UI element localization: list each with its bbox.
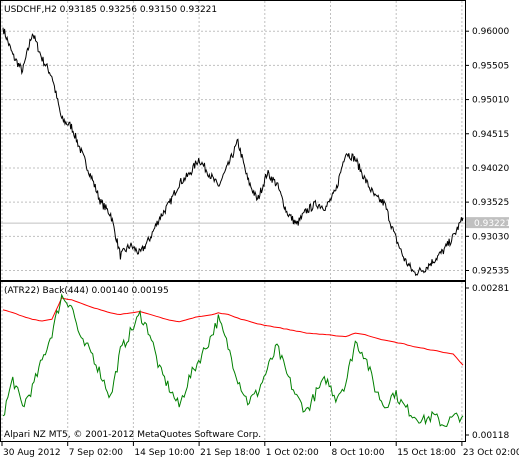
time-tick-label: 30 Aug 2012	[3, 448, 61, 458]
price-tick-label: 0.95010	[472, 96, 509, 106]
price-tick-label: 0.93030	[472, 232, 509, 242]
indicator-panel[interactable]	[0, 281, 466, 442]
indicator-axis: 0.00281 0.00118	[465, 284, 509, 441]
time-tick-label: 23 Oct 02:00	[463, 448, 519, 458]
price-tick-label: 0.94515	[472, 130, 509, 140]
time-tick-label: 21 Sep 18:00	[200, 448, 260, 458]
back444-series-line	[2, 297, 464, 366]
indicator-tick-label: 0.00118	[472, 431, 509, 441]
indicator-header: (ATR22) Back(444) 0.00140 0.00195	[4, 286, 169, 296]
price-tick-label: 0.95505	[472, 61, 509, 71]
time-tick-label: 7 Sep 02:00	[69, 448, 124, 458]
price-tick-label: 0.94020	[472, 164, 509, 174]
price-axis: 0.96000 0.95505 0.95010 0.94515 0.94020 0.935…	[465, 27, 509, 277]
time-tick-label: 8 Oct 10:00	[332, 448, 385, 458]
price-series-line	[2, 27, 464, 277]
main-chart-panel[interactable]	[0, 0, 466, 281]
svg-text:0.93221: 0.93221	[474, 219, 511, 229]
current-price-label: 0.93221	[466, 217, 511, 229]
indicator-grid	[1, 282, 463, 441]
time-tick-label: 1 Oct 02:00	[266, 448, 319, 458]
time-tick-label: 14 Sep 10:00	[134, 448, 194, 458]
price-tick-label: 0.93525	[472, 198, 509, 208]
price-tick-label: 0.92535	[472, 267, 509, 277]
indicator-tick-label: 0.00281	[472, 284, 509, 294]
time-axis: 30 Aug 2012 7 Sep 02:00 14 Sep 10:00 21 Sep…	[1, 441, 519, 458]
atr22-series-line	[2, 293, 464, 427]
main-grid	[1, 1, 465, 280]
main-chart-header: USDCHF,H2 0.93185 0.93256 0.93150 0.9322…	[4, 5, 217, 15]
price-tick-label: 0.96000	[472, 27, 509, 37]
time-tick-label: 15 Oct 18:00	[397, 448, 456, 458]
copyright-text: Alpari NZ MT5, © 2001-2012 MetaQuotes So…	[4, 430, 261, 440]
